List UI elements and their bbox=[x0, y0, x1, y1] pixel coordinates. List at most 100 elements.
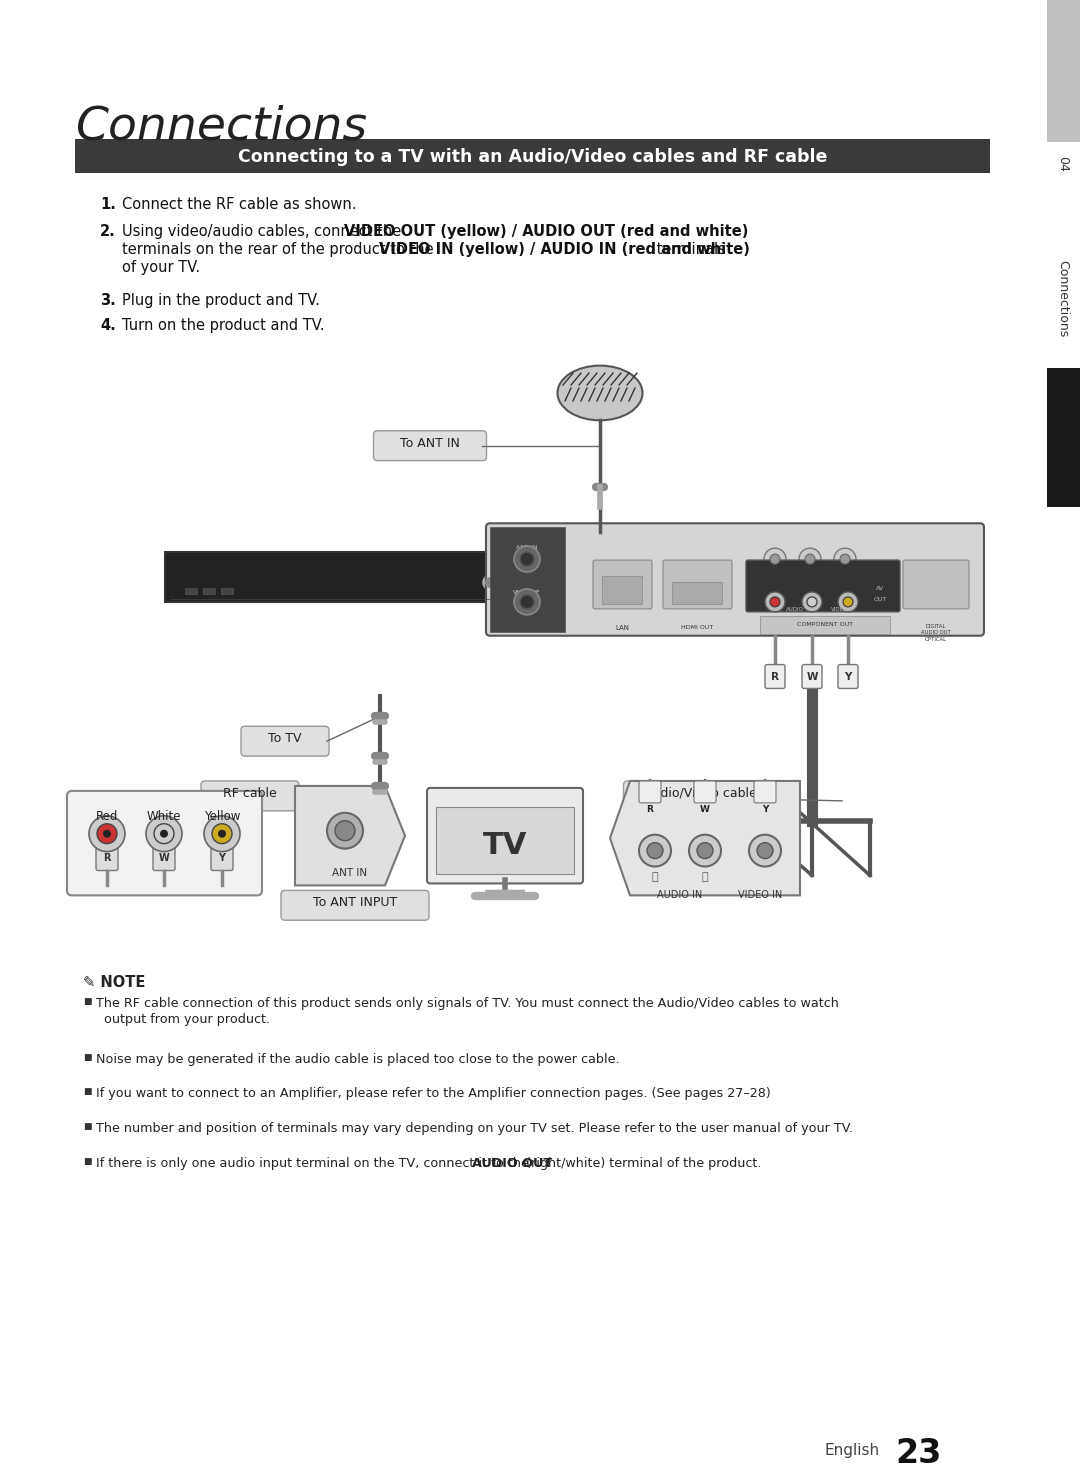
Circle shape bbox=[647, 843, 663, 858]
Text: W: W bbox=[807, 672, 818, 681]
Text: terminals: terminals bbox=[652, 242, 726, 257]
Text: To TV: To TV bbox=[268, 733, 301, 746]
Text: AUDIO: AUDIO bbox=[786, 607, 804, 611]
Text: AV: AV bbox=[876, 586, 885, 591]
Circle shape bbox=[204, 815, 240, 852]
Circle shape bbox=[750, 835, 781, 867]
Text: terminals on the rear of the product to the: terminals on the rear of the product to … bbox=[122, 242, 438, 257]
Text: 3.: 3. bbox=[100, 294, 116, 309]
Polygon shape bbox=[485, 891, 525, 895]
Circle shape bbox=[689, 835, 721, 867]
FancyBboxPatch shape bbox=[241, 727, 329, 756]
FancyBboxPatch shape bbox=[201, 781, 299, 811]
Text: W: W bbox=[159, 852, 170, 863]
Circle shape bbox=[840, 554, 850, 564]
Circle shape bbox=[765, 592, 785, 611]
Text: English: English bbox=[825, 1443, 880, 1458]
Text: Connect the RF cable as shown.: Connect the RF cable as shown. bbox=[122, 196, 356, 213]
Circle shape bbox=[514, 546, 540, 572]
Text: ■: ■ bbox=[83, 1156, 92, 1165]
Text: ■: ■ bbox=[83, 1053, 92, 1062]
FancyBboxPatch shape bbox=[427, 787, 583, 883]
Text: Yellow: Yellow bbox=[204, 809, 240, 823]
FancyBboxPatch shape bbox=[602, 576, 642, 604]
Text: Red: Red bbox=[96, 809, 118, 823]
Circle shape bbox=[843, 597, 853, 607]
Text: VHF/UHF: VHF/UHF bbox=[513, 589, 541, 594]
Circle shape bbox=[519, 552, 534, 566]
Circle shape bbox=[838, 592, 858, 611]
Text: W: W bbox=[700, 805, 710, 814]
Ellipse shape bbox=[557, 366, 643, 421]
Text: VIDEO: VIDEO bbox=[832, 607, 849, 611]
FancyBboxPatch shape bbox=[211, 845, 233, 870]
Circle shape bbox=[89, 815, 125, 852]
Text: ANT IN: ANT IN bbox=[516, 545, 538, 549]
FancyBboxPatch shape bbox=[67, 790, 262, 895]
Text: 04: 04 bbox=[1056, 157, 1069, 173]
Circle shape bbox=[146, 815, 183, 852]
Text: The RF cable connection of this product sends only signals of TV. You must conne: The RF cable connection of this product … bbox=[96, 997, 839, 1010]
Text: Ⓛ: Ⓛ bbox=[702, 873, 708, 882]
Text: White: White bbox=[147, 809, 181, 823]
Text: Plug in the product and TV.: Plug in the product and TV. bbox=[122, 294, 320, 309]
Text: Connecting to a TV with an Audio/Video cables and RF cable: Connecting to a TV with an Audio/Video c… bbox=[239, 148, 827, 167]
Text: RF cable: RF cable bbox=[224, 787, 276, 801]
Text: Y: Y bbox=[761, 805, 768, 814]
FancyBboxPatch shape bbox=[672, 582, 723, 604]
Circle shape bbox=[335, 821, 355, 840]
FancyBboxPatch shape bbox=[593, 560, 652, 609]
Text: TV: TV bbox=[483, 832, 527, 860]
FancyBboxPatch shape bbox=[903, 560, 969, 609]
Circle shape bbox=[218, 830, 226, 837]
Text: To ANT IN: To ANT IN bbox=[400, 437, 460, 449]
Circle shape bbox=[802, 592, 822, 611]
FancyBboxPatch shape bbox=[1047, 0, 1080, 142]
Circle shape bbox=[154, 824, 174, 843]
FancyBboxPatch shape bbox=[153, 845, 175, 870]
Circle shape bbox=[160, 830, 168, 837]
FancyBboxPatch shape bbox=[802, 665, 822, 688]
FancyBboxPatch shape bbox=[203, 588, 215, 594]
Circle shape bbox=[799, 548, 821, 570]
Text: 1.: 1. bbox=[100, 196, 116, 213]
FancyBboxPatch shape bbox=[185, 588, 197, 594]
Text: DIGITAL
AUDIO OUT
OPTICAL: DIGITAL AUDIO OUT OPTICAL bbox=[921, 623, 950, 642]
Circle shape bbox=[327, 812, 363, 849]
Text: Audio/Video cable: Audio/Video cable bbox=[644, 787, 756, 801]
Text: ✎ NOTE: ✎ NOTE bbox=[83, 975, 146, 990]
Polygon shape bbox=[610, 781, 800, 895]
FancyBboxPatch shape bbox=[694, 781, 716, 803]
Text: The number and position of terminals may vary depending on your TV set. Please r: The number and position of terminals may… bbox=[96, 1123, 853, 1136]
Circle shape bbox=[834, 548, 856, 570]
Circle shape bbox=[757, 843, 773, 858]
Text: 4.: 4. bbox=[100, 319, 116, 334]
Text: VIDEO IN: VIDEO IN bbox=[738, 891, 782, 901]
Text: VIDEO IN (yellow) / AUDIO IN (red and white): VIDEO IN (yellow) / AUDIO IN (red and wh… bbox=[379, 242, 751, 257]
Circle shape bbox=[519, 595, 534, 609]
Text: 23: 23 bbox=[895, 1437, 942, 1470]
Text: HDMI OUT: HDMI OUT bbox=[680, 625, 713, 629]
Text: R: R bbox=[647, 805, 653, 814]
FancyBboxPatch shape bbox=[490, 527, 565, 632]
Text: OUT: OUT bbox=[874, 597, 887, 603]
Circle shape bbox=[514, 589, 540, 614]
FancyBboxPatch shape bbox=[639, 781, 661, 803]
Text: Y: Y bbox=[845, 672, 852, 681]
Polygon shape bbox=[295, 786, 405, 885]
FancyBboxPatch shape bbox=[1047, 368, 1080, 508]
Circle shape bbox=[639, 835, 671, 867]
Text: R: R bbox=[771, 672, 779, 681]
Circle shape bbox=[764, 548, 786, 570]
Text: Y: Y bbox=[218, 852, 226, 863]
FancyBboxPatch shape bbox=[760, 616, 890, 634]
FancyBboxPatch shape bbox=[374, 431, 486, 461]
Text: R: R bbox=[104, 852, 111, 863]
Text: Turn on the product and TV.: Turn on the product and TV. bbox=[122, 319, 325, 334]
Text: ■: ■ bbox=[83, 1123, 92, 1131]
FancyBboxPatch shape bbox=[165, 552, 495, 603]
Circle shape bbox=[212, 824, 232, 843]
Text: AUDIO IN: AUDIO IN bbox=[658, 891, 703, 901]
FancyBboxPatch shape bbox=[623, 781, 777, 811]
Circle shape bbox=[697, 843, 713, 858]
